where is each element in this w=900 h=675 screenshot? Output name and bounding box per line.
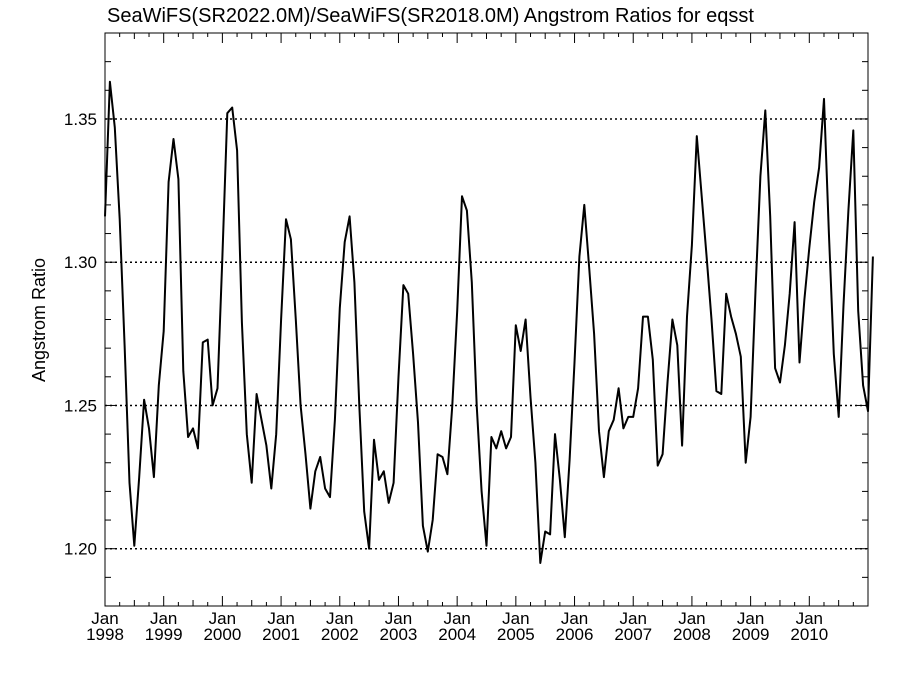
x-tick-year: 2003 [380, 625, 418, 644]
x-tick-month: Jan [209, 609, 236, 628]
y-tick-label: 1.20 [64, 540, 97, 559]
x-tick-month: Jan [502, 609, 529, 628]
axis-ticks [104, 32, 869, 607]
x-tick-month: Jan [150, 609, 177, 628]
y-tick-label: 1.30 [64, 253, 97, 272]
chart-title: SeaWiFS(SR2022.0M)/SeaWiFS(SR2018.0M) An… [107, 5, 754, 27]
plot-frame [104, 32, 869, 607]
x-tick-month: Jan [796, 609, 823, 628]
y-tick-label: 1.35 [64, 110, 97, 129]
x-tick-month: Jan [385, 609, 412, 628]
x-tick-month: Jan [737, 609, 764, 628]
x-tick-month: Jan [443, 609, 470, 628]
x-tick-month: Jan [326, 609, 353, 628]
x-tick-year: 1999 [145, 625, 183, 644]
x-tick-year: 2010 [790, 625, 828, 644]
x-tick-month: Jan [678, 609, 705, 628]
x-tick-month: Jan [620, 609, 647, 628]
x-tick-year: 2006 [556, 625, 594, 644]
x-tick-month: Jan [267, 609, 294, 628]
x-tick-year: 2000 [203, 625, 241, 644]
tick-labels: 1.201.251.301.35Jan1998Jan1999Jan2000Jan… [64, 110, 828, 644]
x-tick-year: 2004 [438, 625, 476, 644]
x-tick-month: Jan [561, 609, 588, 628]
y-tick-label: 1.25 [64, 396, 97, 415]
y-axis-label: Angstrom Ratio [29, 258, 49, 382]
x-tick-year: 2001 [262, 625, 300, 644]
x-tick-year: 2002 [321, 625, 359, 644]
x-tick-year: 1998 [86, 625, 124, 644]
series-line [104, 80, 874, 564]
grid-lines [105, 118, 868, 550]
x-tick-year: 2007 [614, 625, 652, 644]
x-tick-month: Jan [91, 609, 118, 628]
x-tick-year: 2008 [673, 625, 711, 644]
x-tick-year: 2009 [732, 625, 770, 644]
x-tick-year: 2005 [497, 625, 535, 644]
